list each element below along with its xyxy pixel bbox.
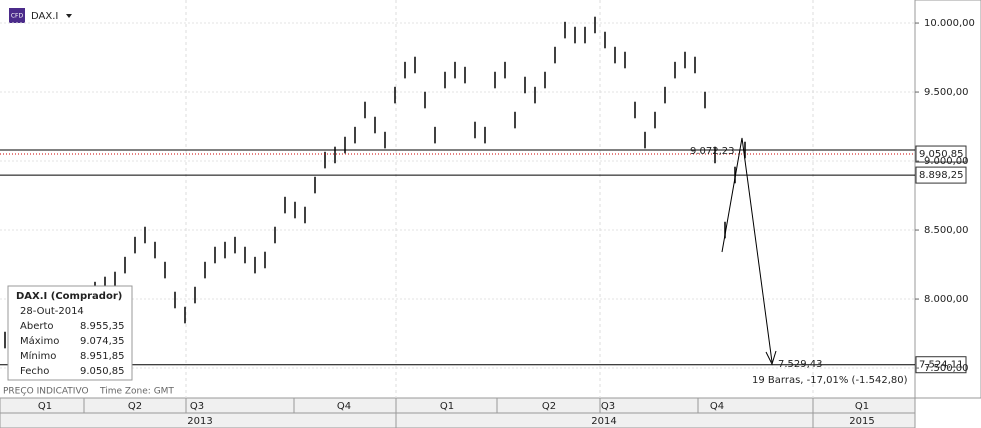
y-tick-label: 7.500,00	[924, 363, 969, 374]
x-tick-label: Q3	[190, 401, 204, 412]
year-label: 2015	[849, 416, 874, 427]
x-tick-label: Q4	[337, 401, 351, 412]
info-date: 28-Out-2014	[20, 306, 84, 317]
level-box	[915, 145, 967, 163]
info-value: 9.074,35	[80, 336, 125, 347]
info-label: Fecho	[20, 366, 49, 377]
annotation: 7.529,43	[778, 359, 823, 370]
symbol-icon[interactable]	[9, 8, 25, 23]
x-tick-label: Q1	[38, 401, 52, 412]
y-tick-label: 8.000,00	[924, 294, 969, 305]
level-label: 8.898,25	[919, 170, 964, 181]
y-tick-label: 10.000,00	[924, 18, 975, 29]
level-label: 7.524,11	[919, 360, 964, 371]
y-tick-label: 9.000,00	[924, 156, 969, 167]
y-tick-label: 9.500,00	[924, 87, 969, 98]
info-value: 8.951,85	[80, 351, 125, 362]
x-tick-label: Q2	[128, 401, 142, 412]
y-tick-label: 8.500,00	[924, 225, 969, 236]
footer-tz: Time Zone: GMT	[99, 387, 174, 397]
x-tick-label: Q4	[710, 401, 724, 412]
projection-line	[721, 137, 773, 363]
info-value: 9.050,85	[80, 366, 125, 377]
annotation: 19 Barras, -17,01% (-1.542,80)	[752, 375, 908, 386]
x-tick-label: Q1	[440, 401, 454, 412]
level-label: 9.050,85	[919, 149, 964, 160]
info-label: Mínimo	[20, 350, 56, 362]
level-box	[915, 166, 967, 184]
price-axis	[914, 0, 981, 399]
x-tick-label: Q3	[601, 401, 615, 412]
info-title: DAX.I (Comprador)	[16, 291, 122, 302]
info-label: Máximo	[20, 335, 59, 347]
symbol[interactable]: DAX.I	[31, 11, 58, 22]
x-tick-label: Q2	[542, 401, 556, 412]
info-value: 8.955,35	[80, 321, 125, 332]
info-label: Aberto	[20, 321, 54, 332]
annotation: 9.072,23	[690, 146, 735, 157]
arrow-head	[765, 350, 777, 366]
year-label: 2013	[187, 416, 212, 427]
footer-note: PREÇO INDICATIVO	[3, 387, 89, 397]
icon-text: CFD	[11, 13, 24, 20]
info-box	[7, 285, 133, 381]
x-tick-label: Q1	[855, 401, 869, 412]
level-box	[915, 356, 967, 374]
dropdown-arrow[interactable]	[66, 14, 72, 18]
year-label: 2014	[591, 416, 616, 427]
